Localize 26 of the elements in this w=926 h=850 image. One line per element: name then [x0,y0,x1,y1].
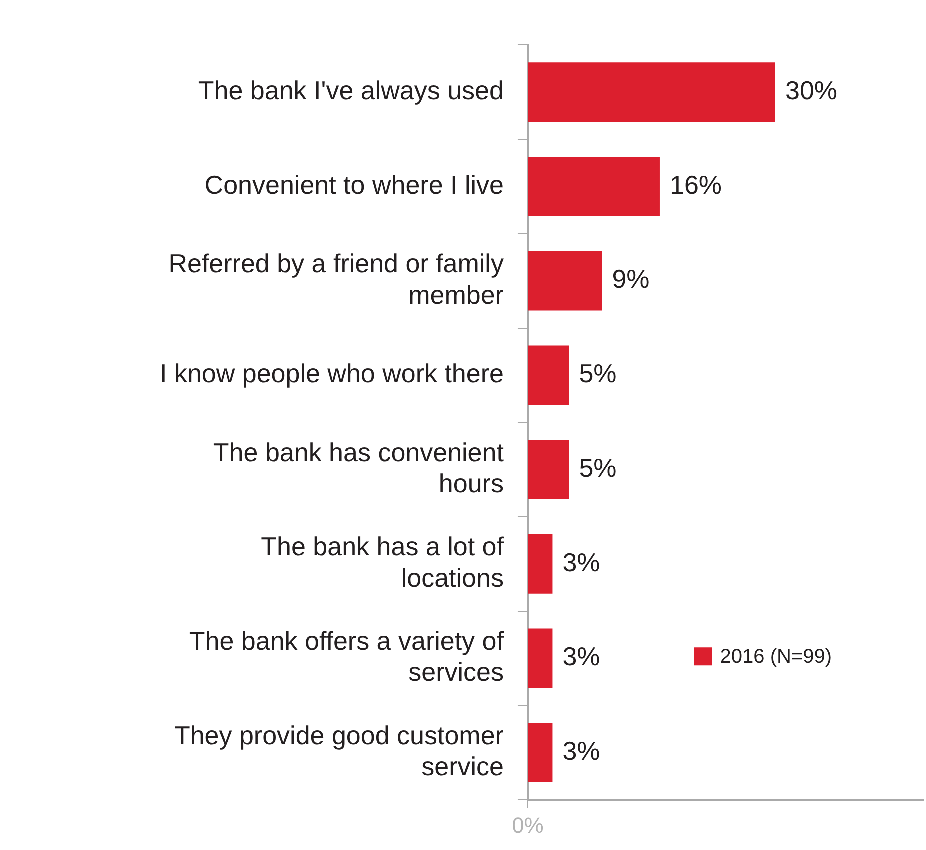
legend-label: 2016 (N=99) [720,646,832,668]
y-tick-label: Convenient to where I live [204,170,504,200]
data-label: 9% [612,264,650,294]
data-label: 5% [579,358,617,389]
bar [528,534,553,594]
y-tick-label: The bank has convenient hours [213,437,505,499]
data-label: 30% [785,76,838,106]
y-tick-label: They provide good customer service [174,720,504,782]
y-tick-label: The bank offers a variety of services [189,626,505,688]
data-label: 16% [670,170,722,200]
bar [528,251,602,311]
bar [528,157,660,216]
y-tick-label: The bank I've always used [198,76,504,106]
bar [528,346,570,406]
data-label: 3% [562,547,600,578]
y-tick-label: I know people who work there [160,358,504,389]
data-label: 3% [562,736,600,766]
y-tick-label: Referred by a friend or family member [168,248,504,310]
data-label: 5% [579,452,617,483]
bar [528,440,570,500]
bar [528,723,553,783]
data-label: 3% [562,642,600,672]
bar [528,628,553,688]
bar [528,62,776,122]
text: 0% [512,813,544,838]
y-tick-label: The bank has a lot of locations [261,532,505,593]
